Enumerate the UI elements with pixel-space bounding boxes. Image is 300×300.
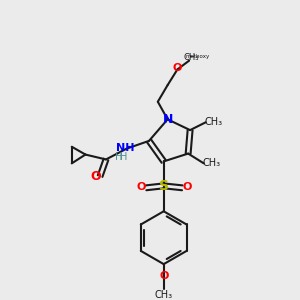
- Text: CH₃: CH₃: [202, 158, 221, 168]
- Text: O: O: [136, 182, 146, 192]
- Text: H: H: [120, 152, 127, 161]
- Text: O: O: [173, 64, 182, 74]
- Text: CH₃: CH₃: [205, 117, 223, 127]
- Text: CH₃: CH₃: [154, 290, 173, 300]
- Text: O: O: [159, 271, 168, 281]
- Text: N: N: [162, 113, 173, 126]
- Text: H: H: [115, 152, 122, 161]
- Text: O: O: [182, 182, 192, 192]
- Text: S: S: [159, 179, 169, 193]
- Text: CH₃: CH₃: [183, 53, 199, 62]
- Text: O: O: [90, 169, 101, 183]
- Text: NH: NH: [116, 143, 135, 153]
- Text: methoxy: methoxy: [186, 54, 210, 59]
